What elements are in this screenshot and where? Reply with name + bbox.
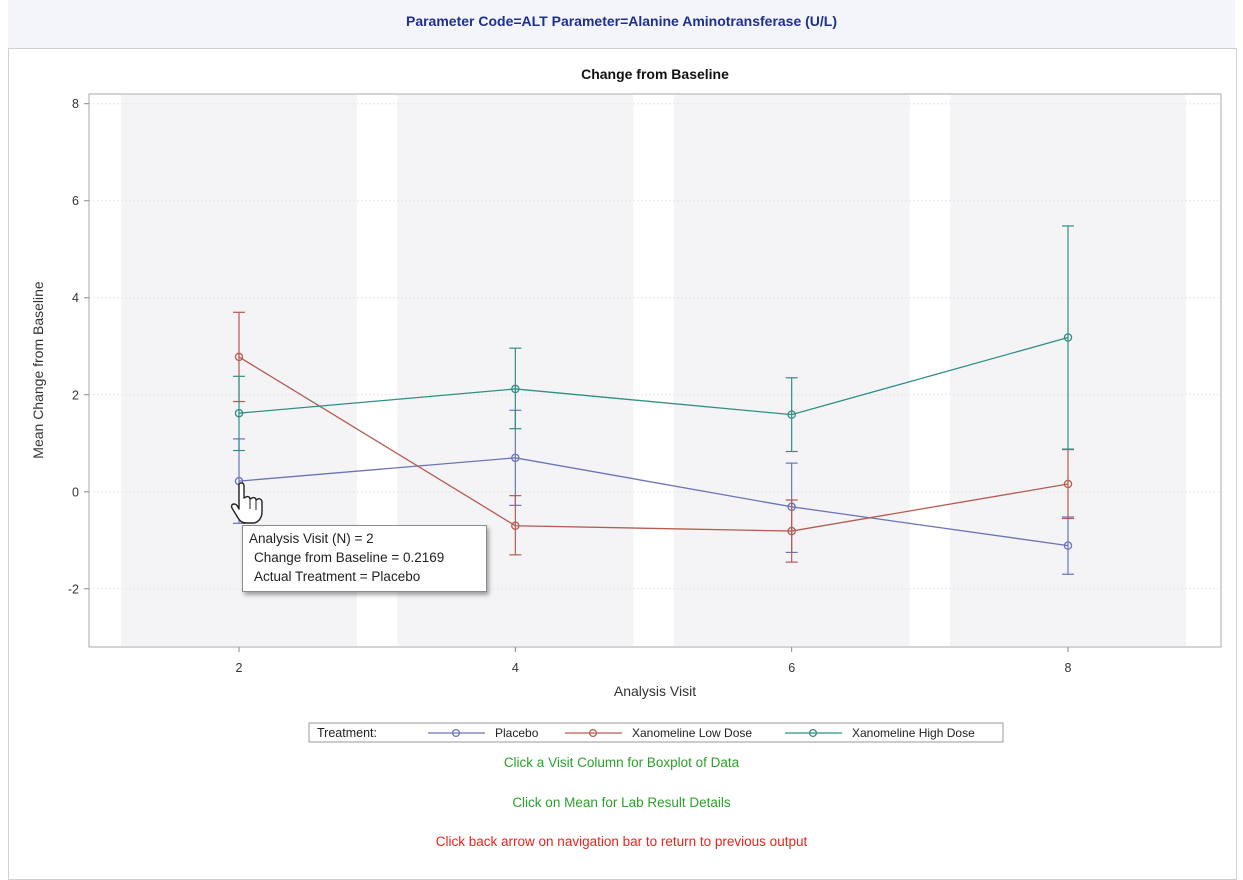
page-title: Parameter Code=ALT Parameter=Alanine Ami… (405, 13, 838, 29)
y-tick-label: -2 (68, 582, 79, 596)
instruction-mean-details: Click on Mean for Lab Result Details (512, 795, 731, 810)
x-tick-label: 8 (1065, 661, 1072, 675)
y-tick-label: 8 (72, 97, 79, 111)
mean-point (1063, 541, 1073, 550)
mean-point (787, 410, 796, 419)
plot-frame (88, 93, 1222, 648)
instruction-visit-column: Click a Visit Column for Boxplot of Data (503, 755, 740, 770)
mean-point (511, 521, 520, 530)
mean-point (234, 408, 244, 418)
series-xanomeline-low-dose (233, 311, 1074, 563)
legend-label: Xanomeline High Dose (852, 726, 975, 740)
legend-item: Xanomeline Low Dose (565, 726, 752, 740)
y-tick-label: 6 (72, 194, 79, 208)
chart-title: Change from Baseline (581, 66, 729, 82)
mean-point (511, 384, 520, 394)
x-tick-label: 6 (788, 661, 795, 675)
legend-item: Xanomeline High Dose (785, 726, 975, 740)
legend-title: Treatment: (317, 726, 377, 740)
legend: Treatment: Placebo Xanomeline Low Dose Xano… (308, 722, 1004, 743)
legend-label: Placebo (495, 726, 539, 740)
instruction-back-arrow: Click back arrow on navigation bar to re… (435, 834, 808, 849)
series-line (238, 457, 1069, 547)
mean-point (511, 453, 520, 463)
series-line (238, 336, 1069, 416)
x-tick-label: 4 (512, 661, 519, 675)
series-line (238, 356, 1069, 532)
tooltip-visit: Analysis Visit (N) = 2 (249, 531, 374, 546)
data-tooltip: Analysis Visit (N) = 2 Change from Basel… (242, 525, 487, 592)
legend-box (308, 722, 1004, 743)
title-banner (8, 0, 1235, 48)
mean-point (1063, 479, 1073, 489)
y-tick-label: 4 (72, 291, 79, 305)
legend-label: Xanomeline Low Dose (632, 726, 752, 740)
tooltip-change: Change from Baseline = 0.2169 (254, 550, 445, 565)
legend-swatch-marker (588, 728, 598, 738)
y-tick-label: 0 (72, 485, 79, 499)
x-axis-label: Analysis Visit (614, 683, 696, 699)
series-xanomeline-high-dose (233, 225, 1074, 453)
legend-item: Placebo (428, 726, 539, 740)
tooltip-treatment: Actual Treatment = Placebo (254, 569, 421, 584)
y-tick-label: 2 (72, 388, 79, 402)
mean-point (787, 526, 796, 536)
visit-column-band (673, 95, 910, 646)
mean-point (1063, 333, 1073, 342)
hand-cursor-icon (230, 482, 263, 524)
mean-point (234, 352, 244, 362)
legend-swatch-marker (451, 728, 461, 738)
x-tick-label: 2 (236, 661, 243, 675)
y-axis-label: Mean Change from Baseline (30, 281, 46, 459)
legend-swatch-marker (808, 728, 818, 738)
